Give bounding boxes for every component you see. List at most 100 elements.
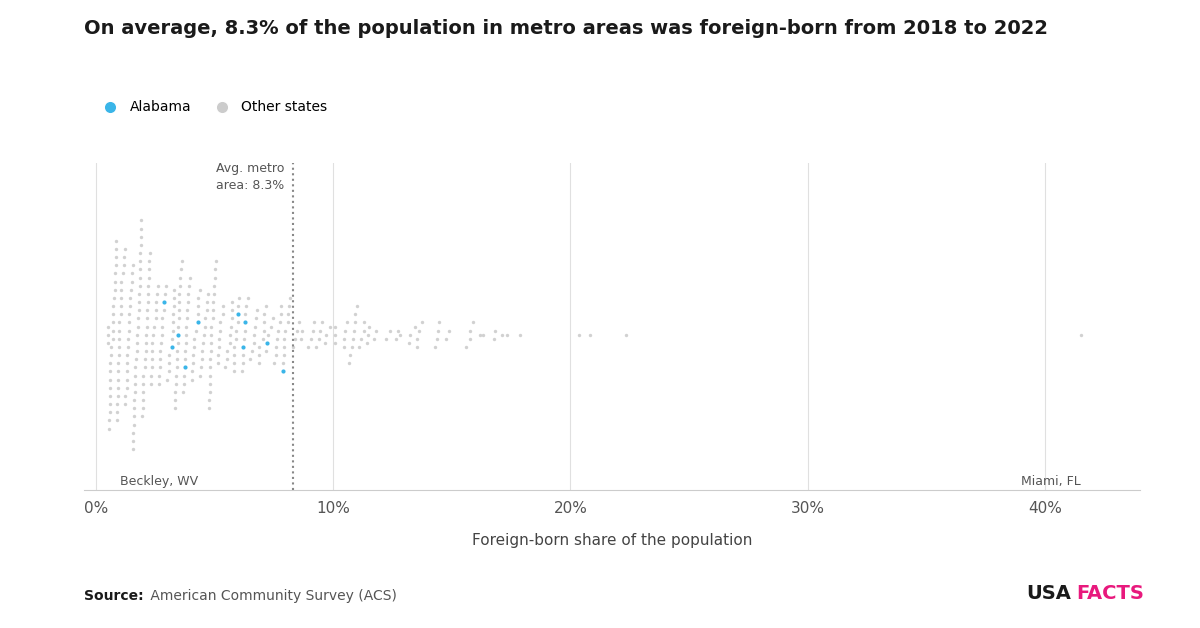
Point (193, 346, 212, 356)
Point (168, 322, 187, 332)
Point (174, 379, 193, 389)
Point (389, 326, 408, 336)
Point (98, 338, 118, 348)
Point (131, 248, 150, 258)
Point (320, 322, 340, 332)
Point (188, 293, 208, 303)
Point (124, 428, 143, 438)
Point (182, 367, 202, 377)
Point (152, 322, 172, 332)
Point (139, 273, 158, 283)
Point (100, 408, 119, 418)
Point (400, 338, 419, 348)
Point (115, 399, 134, 409)
Point (121, 285, 140, 295)
Point (170, 273, 190, 283)
Point (168, 354, 187, 364)
Point (115, 244, 134, 254)
Point (146, 297, 166, 307)
Point (101, 350, 120, 360)
Point (439, 326, 458, 336)
Point (166, 387, 185, 397)
Point (413, 318, 432, 328)
Point (346, 318, 365, 328)
Point (245, 338, 264, 348)
Point (155, 297, 174, 307)
Point (118, 358, 137, 368)
Point (100, 424, 119, 434)
Point (306, 342, 325, 352)
Point (236, 301, 256, 311)
Point (137, 313, 156, 323)
Point (108, 367, 127, 377)
Point (470, 330, 490, 340)
Point (202, 346, 221, 356)
Point (108, 416, 127, 426)
Point (132, 411, 151, 421)
Point (408, 334, 427, 344)
Point (209, 342, 228, 352)
Point (124, 260, 143, 270)
Point (103, 310, 122, 319)
Point (304, 326, 323, 336)
Point (264, 313, 283, 323)
Point (242, 346, 262, 356)
Point (430, 318, 449, 328)
Point (580, 330, 599, 340)
Point (352, 334, 371, 344)
Point (239, 293, 258, 303)
Point (126, 354, 145, 364)
Point (176, 338, 196, 348)
Point (164, 310, 184, 319)
Point (164, 285, 184, 295)
Point (172, 256, 191, 266)
Point (493, 330, 512, 340)
Point (133, 387, 152, 397)
Point (124, 436, 143, 446)
Point (265, 358, 284, 368)
Point (316, 330, 335, 340)
Point (167, 362, 186, 372)
Point (112, 301, 131, 311)
Point (179, 289, 198, 299)
Point (164, 301, 184, 311)
Point (485, 326, 504, 336)
Point (406, 322, 425, 332)
Point (390, 330, 409, 340)
Point (152, 313, 172, 323)
Point (386, 334, 406, 344)
Point (126, 379, 145, 389)
Point (174, 387, 193, 397)
Point (198, 289, 217, 299)
Point (132, 215, 151, 225)
Point (160, 350, 179, 360)
Point (200, 387, 220, 397)
Point (301, 334, 320, 344)
Point (131, 256, 150, 266)
Point (119, 318, 138, 328)
Point (268, 334, 287, 344)
Point (178, 313, 197, 323)
Point (133, 403, 152, 413)
Point (202, 330, 221, 340)
Point (140, 248, 160, 258)
Text: USA: USA (1026, 584, 1070, 603)
Point (103, 318, 122, 328)
Point (137, 322, 156, 332)
Point (118, 367, 137, 377)
Point (570, 330, 589, 340)
Point (191, 362, 210, 372)
Point (127, 338, 146, 348)
Point (185, 342, 204, 352)
Point (188, 301, 208, 311)
Point (202, 338, 221, 348)
Point (108, 408, 127, 418)
Point (127, 346, 146, 356)
Point (203, 313, 222, 323)
Point (125, 403, 144, 413)
Point (168, 346, 187, 356)
Point (130, 281, 149, 291)
Point (217, 346, 236, 356)
Point (271, 301, 290, 311)
Point (235, 310, 254, 319)
